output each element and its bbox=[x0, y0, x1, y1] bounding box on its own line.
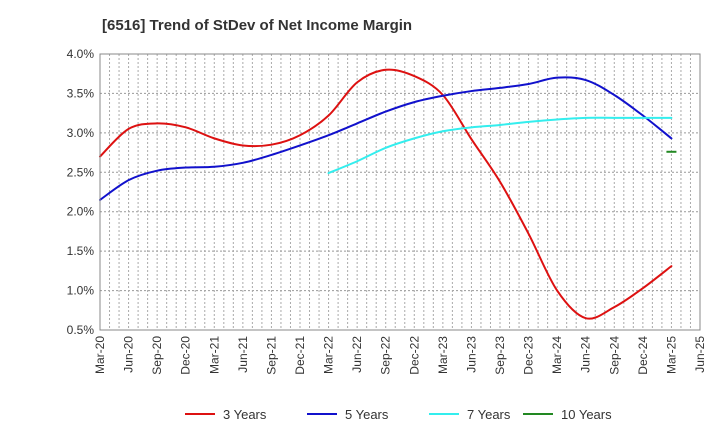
y-tick-label: 2.5% bbox=[67, 165, 95, 179]
x-tick-label: Dec-24 bbox=[636, 336, 650, 375]
x-tick-label: Mar-20 bbox=[93, 336, 107, 374]
y-tick-label: 3.0% bbox=[67, 126, 95, 140]
series-line-7-years bbox=[327, 116, 673, 175]
x-tick-label: Jun-22 bbox=[350, 336, 364, 373]
plot-area bbox=[100, 54, 700, 330]
legend: 3 Years 5 Years 7 Years 10 Years bbox=[185, 407, 612, 422]
x-tick-label: Mar-23 bbox=[436, 336, 450, 374]
legend-label-10-years: 10 Years bbox=[561, 407, 612, 422]
y-tick-label: 0.5% bbox=[67, 323, 95, 337]
x-tick-label: Dec-23 bbox=[522, 336, 536, 375]
x-tick-label: Mar-22 bbox=[322, 336, 336, 374]
x-tick-label: Mar-25 bbox=[664, 336, 678, 374]
x-tick-label: Mar-21 bbox=[207, 336, 221, 374]
y-tick-label: 3.5% bbox=[67, 86, 95, 100]
x-tick-label: Sep-24 bbox=[607, 336, 621, 375]
x-tick-label: Sep-20 bbox=[150, 336, 164, 375]
x-tick-label: Sep-21 bbox=[264, 336, 278, 375]
legend-label-3-years: 3 Years bbox=[223, 407, 267, 422]
x-tick-label: Dec-20 bbox=[179, 336, 193, 375]
series-lines bbox=[99, 68, 677, 320]
x-tick-label: Jun-25 bbox=[693, 336, 707, 373]
y-tick-label: 2.0% bbox=[67, 205, 95, 219]
x-tick-label: Jun-21 bbox=[236, 336, 250, 373]
x-axis: Mar-20 Jun-20 Sep-20 Dec-20 Mar-21 Jun-21 Sep-… bbox=[93, 336, 707, 375]
series-line-5-years bbox=[99, 76, 673, 201]
x-tick-label: Sep-22 bbox=[379, 336, 393, 375]
y-tick-label: 4.0% bbox=[67, 47, 95, 61]
x-tick-label: Dec-22 bbox=[407, 336, 421, 375]
x-tick-label: Sep-23 bbox=[493, 336, 507, 375]
legend-label-7-years: 7 Years bbox=[467, 407, 511, 422]
x-tick-label: Dec-21 bbox=[293, 336, 307, 375]
legend-label-5-years: 5 Years bbox=[345, 407, 389, 422]
plot-border bbox=[99, 53, 701, 331]
series-line-3-years bbox=[99, 68, 673, 320]
x-tick-label: Jun-20 bbox=[122, 336, 136, 373]
x-tick-label: Jun-24 bbox=[579, 336, 593, 373]
y-axis: 0.5% 1.0% 1.5% 2.0% 2.5% 3.0% 3.5% 4.0% bbox=[67, 47, 95, 337]
x-tick-label: Mar-24 bbox=[550, 336, 564, 374]
chart-title: [6516] Trend of StDev of Net Income Marg… bbox=[102, 17, 412, 34]
x-tick-label: Jun-23 bbox=[464, 336, 478, 373]
y-tick-label: 1.0% bbox=[67, 284, 95, 298]
y-tick-label: 1.5% bbox=[67, 244, 95, 258]
